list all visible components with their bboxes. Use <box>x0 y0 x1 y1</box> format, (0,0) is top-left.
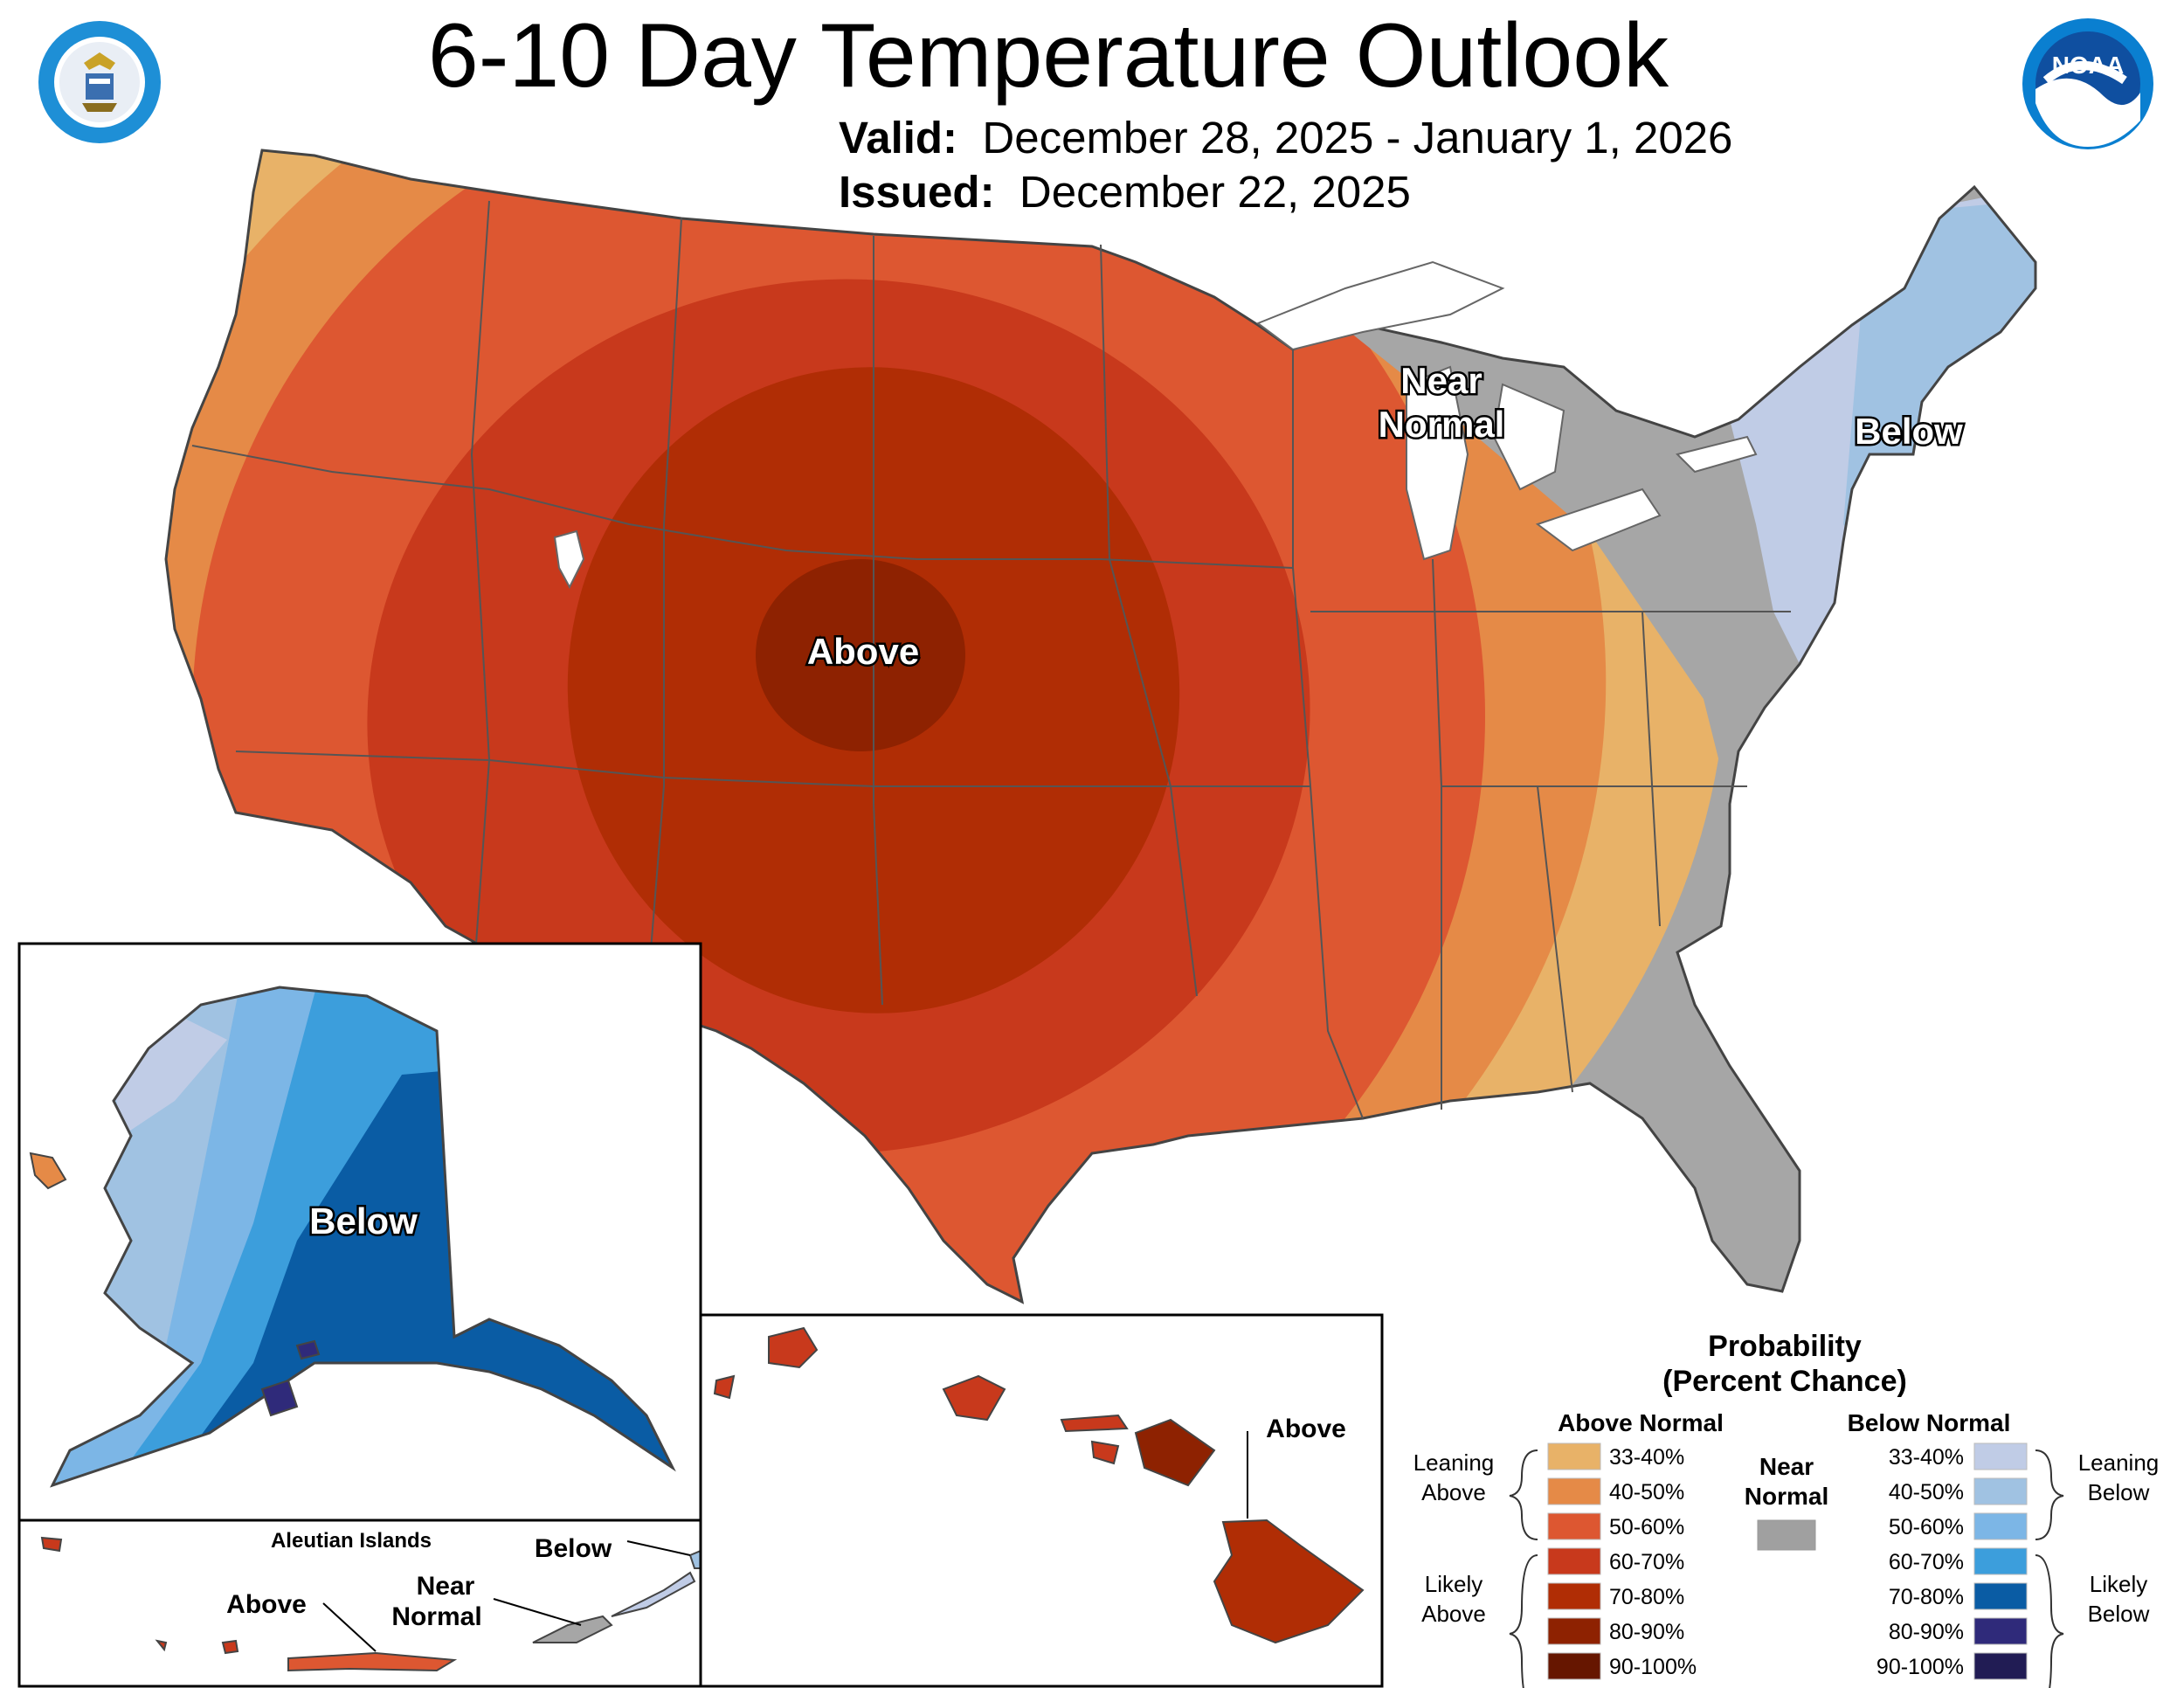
issued-line: Issued: December 22, 2025 <box>839 166 1411 218</box>
map-title: 6-10 Day Temperature Outlook <box>427 5 1669 107</box>
aleutian-above-label: Above <box>226 1590 307 1619</box>
aleutian-islands-shapes <box>40 1536 702 1672</box>
svg-text:NOAA: NOAA <box>2052 52 2124 79</box>
legend-below-label-3: 50-60% <box>1889 1515 1964 1539</box>
aleutian-near-normal-line2: Normal <box>391 1602 481 1631</box>
legend-below-label-4: 60-70% <box>1889 1550 1964 1574</box>
leaning-below-bracket <box>2035 1449 2064 1540</box>
legend-above-swatch-1 <box>1547 1442 1601 1470</box>
legend-below-label-2: 40-50% <box>1889 1480 1964 1505</box>
aleutian-title: Aleutian Islands <box>271 1529 432 1553</box>
valid-line: Valid: December 28, 2025 - January 1, 20… <box>839 112 1732 164</box>
legend-below-swatch-2 <box>1973 1477 2028 1505</box>
legend-below-swatch-4 <box>1973 1547 2028 1575</box>
leaning-below-line2: Below <box>2088 1479 2150 1505</box>
legend-near-normal-line2: Normal <box>1745 1483 1828 1510</box>
department-of-commerce-seal-icon <box>38 21 161 143</box>
alaska-below-label: Below <box>309 1200 418 1242</box>
conus-near-normal-line2: Normal <box>1379 404 1505 445</box>
noaa-logo-icon: NOAA <box>2022 18 2153 149</box>
legend-below-swatch-5 <box>1973 1582 2028 1610</box>
likely-above-bracket <box>1509 1554 1538 1688</box>
hawaii-islands-shapes <box>713 1326 1365 1644</box>
legend-title-line2: (Percent Chance) <box>1662 1365 1907 1398</box>
legend-above-label-1: 33-40% <box>1609 1445 1684 1470</box>
likely-below-line2: Below <box>2088 1601 2150 1627</box>
legend-above-label-4: 60-70% <box>1609 1550 1684 1574</box>
legend-title-line1: Probability <box>1708 1330 1862 1363</box>
legend-above-swatch-3 <box>1547 1512 1601 1540</box>
legend-above-swatch-7 <box>1547 1652 1601 1680</box>
state-boundaries <box>191 200 1791 1119</box>
legend-above-label-2: 40-50% <box>1609 1480 1684 1505</box>
conus-outline <box>164 149 2037 1304</box>
leaning-above-bracket <box>1509 1449 1538 1540</box>
legend-near-normal-swatch <box>1757 1519 1816 1551</box>
legend-below-swatches: 33-40% 40-50% 50-60% 60-70% 70-80% 80-90% 90-1… <box>1876 1442 2028 1680</box>
likely-below-line1: Likely <box>2090 1571 2147 1597</box>
legend-above-label-5: 70-80% <box>1609 1585 1684 1609</box>
legend-below-label-5: 70-80% <box>1889 1585 1964 1609</box>
legend-below-swatch-1 <box>1973 1442 2028 1470</box>
hawaii-above-label: Above <box>1266 1415 1346 1443</box>
legend-above-swatch-6 <box>1547 1617 1601 1645</box>
valid-label: Valid: <box>839 113 958 163</box>
legend-below-label-7: 90-100% <box>1876 1655 1964 1679</box>
leaning-below-line1: Leaning <box>2078 1449 2160 1476</box>
likely-below-bracket <box>2035 1554 2064 1688</box>
leaning-above-line1: Leaning <box>1413 1449 1495 1476</box>
legend-above-swatch-5 <box>1547 1582 1601 1610</box>
legend: Probability (Percent Chance) Above Norma… <box>1413 1330 2160 1688</box>
legend-below-swatch-3 <box>1973 1512 2028 1540</box>
legend-above-label-6: 80-90% <box>1609 1620 1684 1644</box>
great-lakes <box>553 260 1758 590</box>
legend-below-label-1: 33-40% <box>1889 1445 1964 1470</box>
issued-label: Issued: <box>839 167 995 217</box>
conus-labels: Near Normal Below Above <box>805 358 1965 675</box>
legend-below-header: Below Normal <box>1848 1409 2011 1436</box>
legend-near-normal-line1: Near <box>1759 1453 1814 1480</box>
legend-above-swatch-4 <box>1547 1547 1601 1575</box>
leaning-above-line2: Above <box>1421 1479 1486 1505</box>
conus-below-label: Below <box>1855 411 1963 452</box>
aleutian-near-normal-line1: Near <box>417 1572 475 1601</box>
legend-above-swatches: 33-40% 40-50% 50-60% 60-70% 70-80% 80-90% 90-1… <box>1547 1442 1697 1680</box>
legend-above-swatch-2 <box>1547 1477 1601 1505</box>
aleutian-below-label: Below <box>535 1534 612 1563</box>
issued-date: December 22, 2025 <box>1019 167 1411 217</box>
legend-below-swatch-7 <box>1973 1652 2028 1680</box>
legend-below-swatch-6 <box>1973 1617 2028 1645</box>
legend-below-label-6: 80-90% <box>1889 1620 1964 1644</box>
legend-above-label-3: 50-60% <box>1609 1515 1684 1539</box>
legend-above-header: Above Normal <box>1558 1409 1724 1436</box>
conus-above-label: Above <box>807 631 919 672</box>
legend-above-label-7: 90-100% <box>1609 1655 1697 1679</box>
likely-above-line2: Above <box>1421 1601 1486 1627</box>
conus-near-normal-line1: Near <box>1400 360 1482 401</box>
valid-dates: December 28, 2025 - January 1, 2026 <box>982 113 1733 163</box>
likely-above-line1: Likely <box>1425 1571 1482 1597</box>
